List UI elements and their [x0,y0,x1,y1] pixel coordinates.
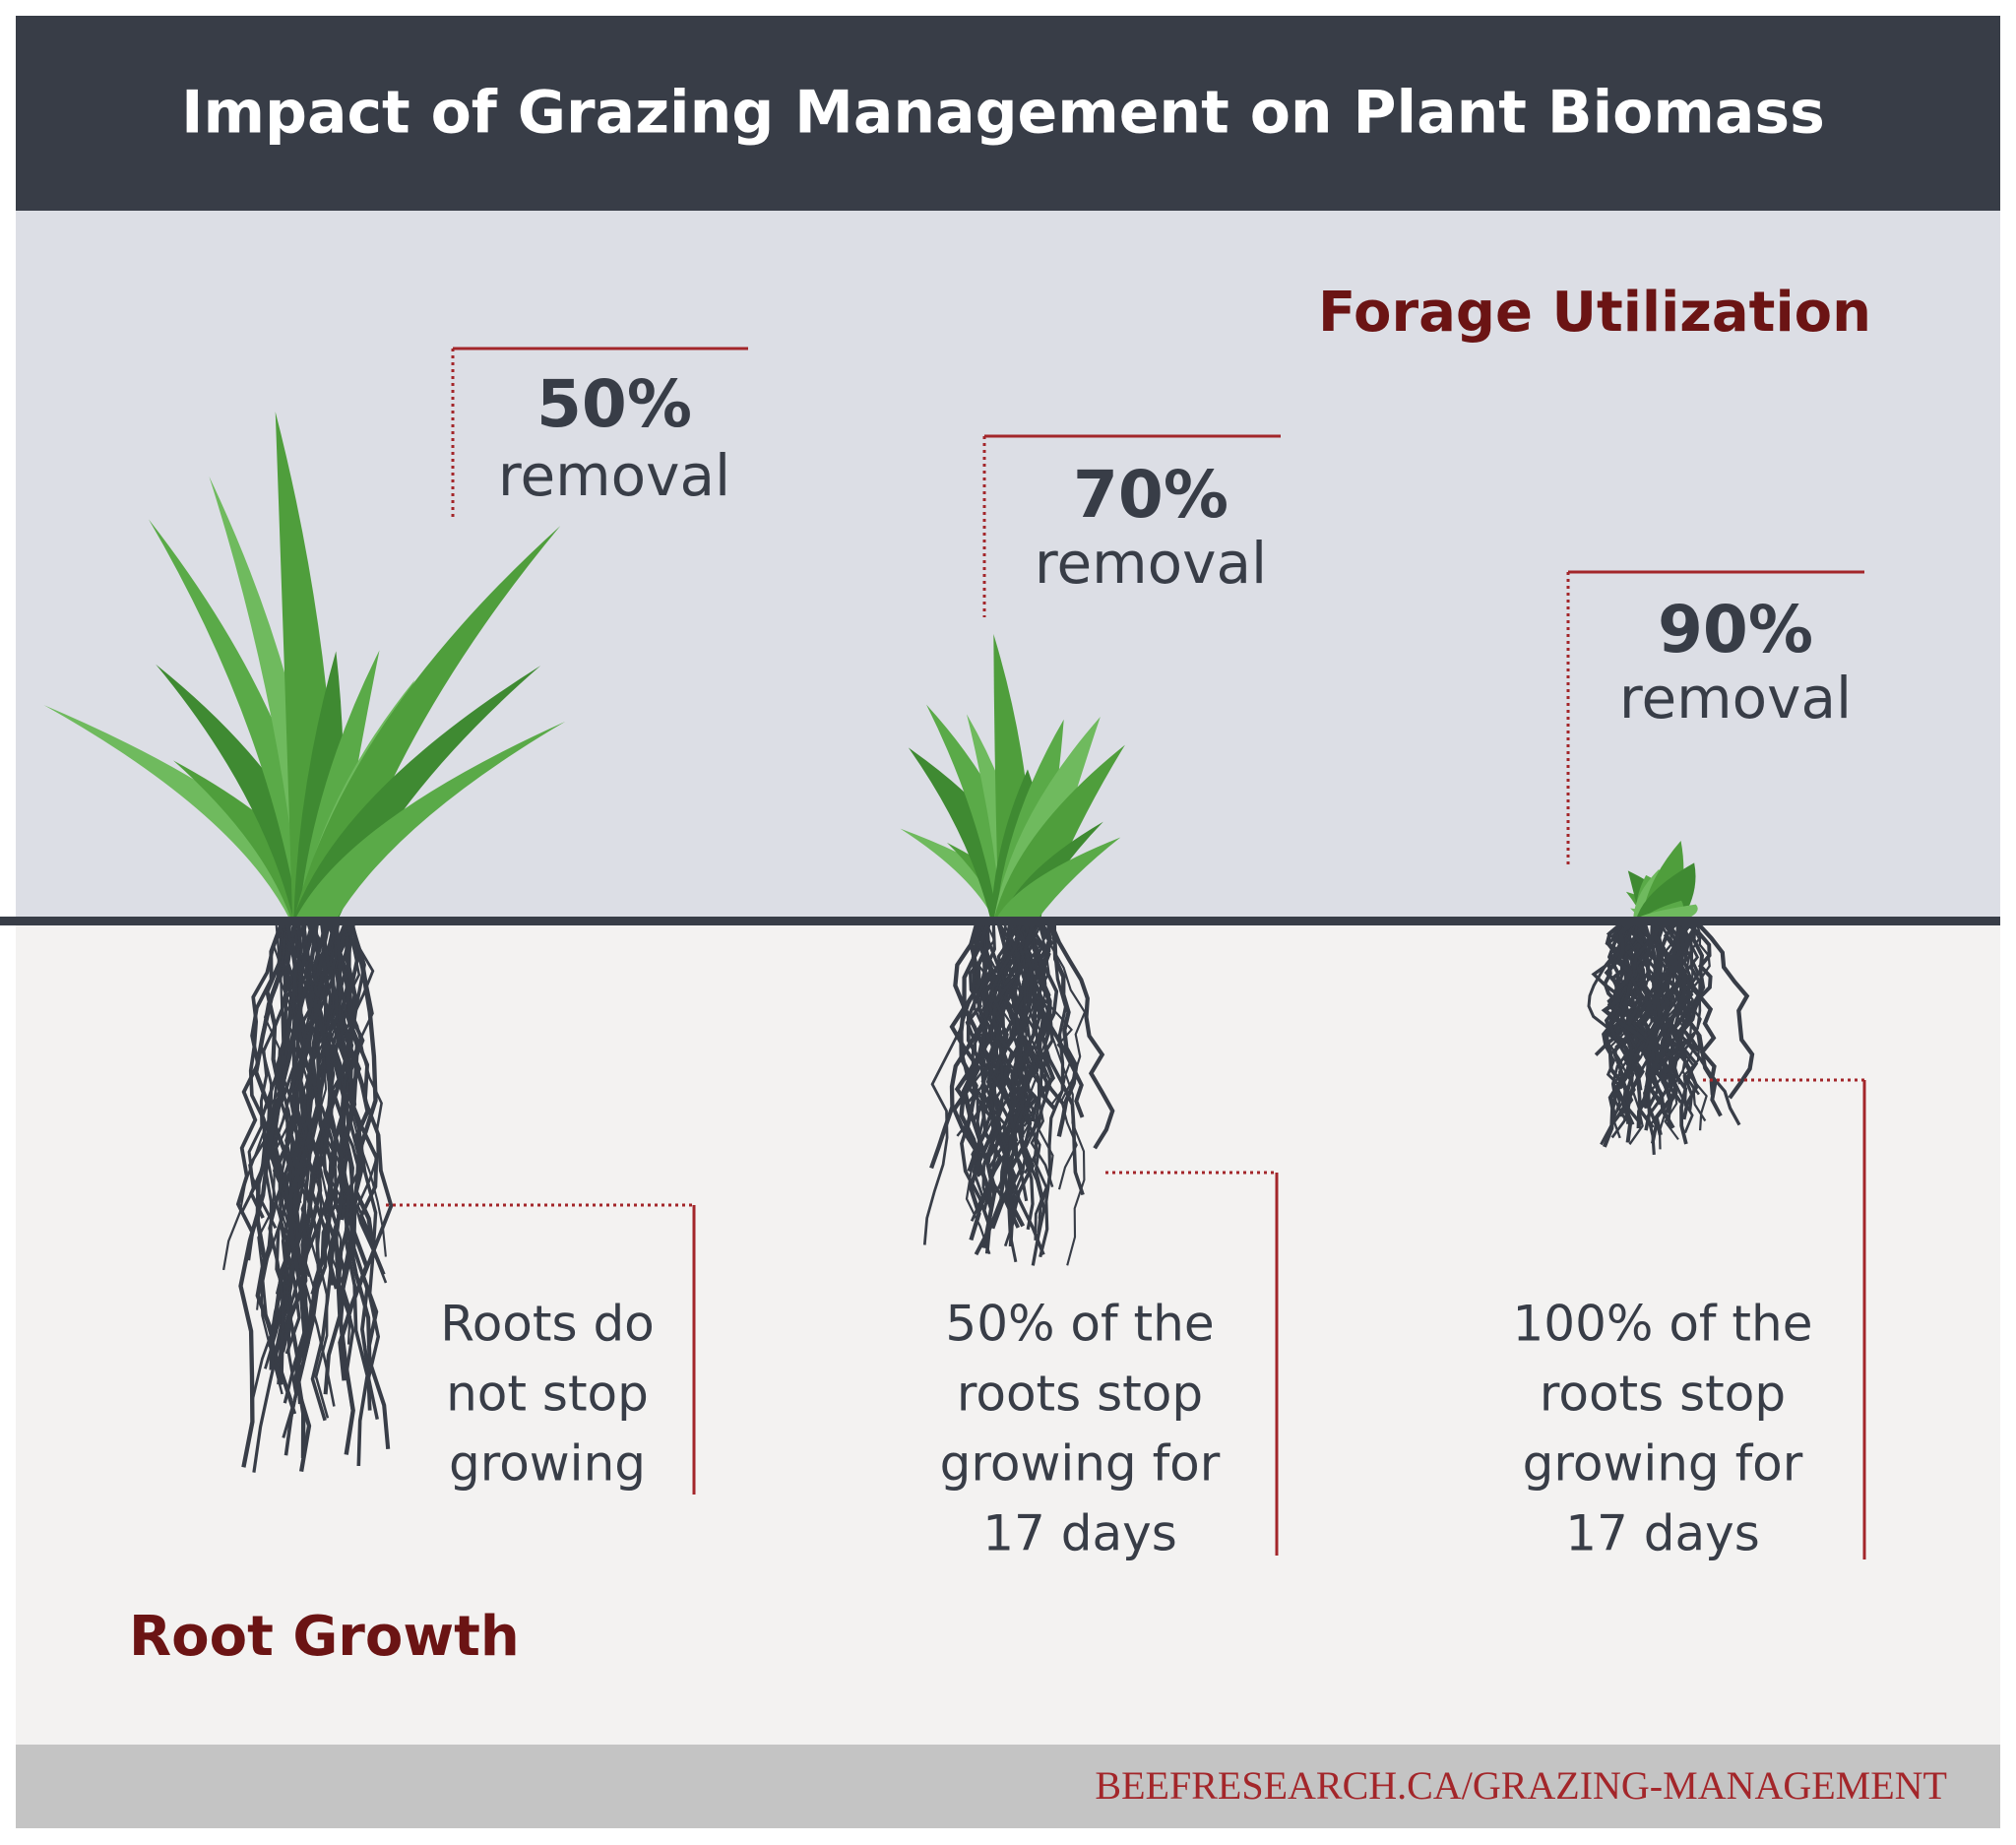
root-strand [1679,922,1701,1107]
root-strand [320,922,372,1411]
root-strand [345,922,383,1233]
root-strand [966,922,1002,1204]
root-strand [289,922,348,1421]
root-text: growing for [1523,1435,1803,1493]
root-strand [1010,922,1054,1187]
root-strand [1604,922,1650,1044]
root-strand [235,922,284,1261]
root-strand [1637,922,1671,1073]
root-text: not stop [446,1366,649,1423]
root-strand [306,922,347,1295]
title: Impact of Grazing Management on Plant Bi… [181,79,1825,148]
removal-value: 70% [1073,457,1228,533]
root-strand [1685,922,1711,1052]
root-strand [1665,922,1707,1122]
footer-band [16,1745,2000,1828]
root-strand [1021,922,1065,1106]
root-strand [1026,922,1086,1266]
root-strand [1014,922,1046,1266]
grass-blade [995,837,1121,921]
root-text: 17 days [1565,1505,1760,1562]
root-text: Roots do [440,1296,655,1353]
root-strand [988,922,1040,1202]
plants [43,412,1755,1473]
root-strand [1635,922,1664,1129]
root-strand [259,922,336,1407]
root-text: roots stop [957,1366,1203,1423]
grass-blade [993,744,1125,921]
root-strand [327,922,386,1276]
root-strand [345,922,381,1420]
root-strand [295,922,337,1405]
root-strand [1048,922,1079,1137]
root-strand [988,922,1028,1144]
root-strand [976,922,1035,1231]
root-strand [972,922,1018,1263]
section-label: Root Growth [129,1605,520,1669]
root-strand [1030,922,1085,1196]
root-strand [1033,922,1073,1107]
root-strand [284,922,314,1250]
root-strand [1611,922,1644,1117]
root-text: growing for [940,1435,1221,1493]
root-strand [997,922,1034,1122]
root-strand [1008,922,1051,1256]
root-strand [330,922,355,1413]
removal-label: removal [1619,665,1852,732]
header-band [16,16,2000,211]
root-strand [1008,922,1045,1189]
root-strand [1613,922,1655,1125]
removal-label: removal [498,442,730,509]
root-strand [960,922,996,1254]
root-strand [1635,922,1708,1131]
root-strand [238,922,320,1468]
removal-value: 90% [1658,592,1813,668]
root-strand [335,922,370,1467]
root-strand [1696,922,1755,1100]
root-strand [949,922,990,1173]
grass-blade [294,721,566,921]
root-text: growing [449,1435,646,1493]
removal-label: removal [1035,530,1267,597]
root-strand [1601,922,1646,1042]
root-strand [1047,922,1087,1190]
ground-line [0,917,2000,925]
root-text: 50% of the [945,1296,1214,1353]
grass-blade [1633,904,1698,921]
root-strand [1048,922,1115,1150]
section-label: Forage Utilization [1318,281,1871,345]
root-strand [280,922,327,1202]
root-strand [965,922,1002,1255]
root-text: 17 days [982,1505,1177,1562]
root-strand [1662,922,1694,1096]
footer-url: BEEFRESEARCH.CA/GRAZING-MANAGEMENT [1095,1763,1947,1808]
root-text: roots stop [1540,1366,1786,1423]
root-strand [1607,922,1653,1124]
root-strand [1609,922,1643,1088]
removal-value: 50% [536,366,692,442]
root-text: 100% of the [1513,1296,1813,1353]
grass-blade [148,519,332,921]
root-strand [268,922,339,1330]
root-strand [959,922,997,1249]
